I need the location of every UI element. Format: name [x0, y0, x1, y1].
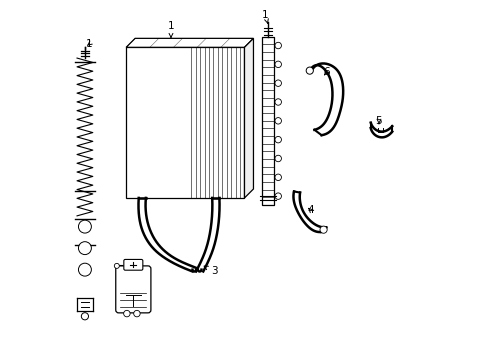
Polygon shape: [261, 37, 273, 205]
Circle shape: [78, 220, 91, 233]
Text: 4: 4: [307, 206, 313, 216]
Circle shape: [274, 118, 281, 124]
Circle shape: [123, 310, 130, 317]
Polygon shape: [126, 47, 244, 198]
Text: 2: 2: [136, 281, 149, 291]
FancyBboxPatch shape: [123, 260, 142, 270]
Circle shape: [78, 242, 91, 255]
Text: 5: 5: [375, 116, 382, 126]
Text: 1: 1: [262, 10, 268, 23]
Text: 1: 1: [167, 21, 174, 37]
FancyBboxPatch shape: [116, 266, 151, 313]
Circle shape: [274, 99, 281, 105]
Circle shape: [274, 80, 281, 86]
Circle shape: [274, 42, 281, 49]
Polygon shape: [126, 39, 253, 47]
Text: 3: 3: [203, 266, 217, 276]
Circle shape: [305, 67, 313, 74]
Circle shape: [274, 136, 281, 143]
Circle shape: [274, 155, 281, 162]
Circle shape: [274, 61, 281, 68]
Text: 1: 1: [86, 39, 93, 49]
Circle shape: [319, 226, 326, 233]
Circle shape: [274, 193, 281, 199]
Circle shape: [133, 310, 140, 317]
Text: 6: 6: [322, 67, 329, 77]
Circle shape: [78, 263, 91, 276]
Circle shape: [274, 174, 281, 180]
Polygon shape: [244, 39, 253, 198]
Circle shape: [81, 313, 88, 320]
Circle shape: [114, 264, 119, 269]
